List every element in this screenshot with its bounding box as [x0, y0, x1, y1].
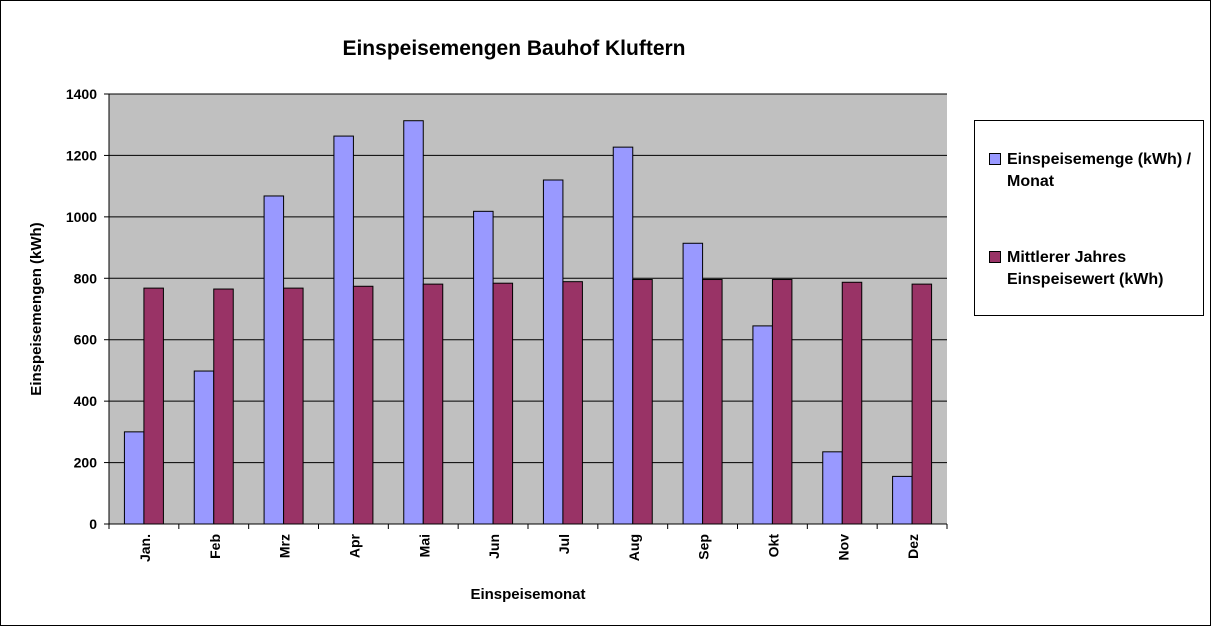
y-tick-label: 800	[74, 270, 98, 286]
y-tick-label: 0	[89, 516, 97, 532]
x-tick-label: Nov	[835, 534, 851, 561]
legend-label-mittlerer-jahres: Mittlerer Jahres Einspeisewert (kWh)	[1007, 249, 1164, 288]
y-tick-label: 600	[74, 332, 98, 348]
bar-mittlerer-nov	[841, 281, 863, 525]
bar-mittlerer-mai	[422, 283, 444, 525]
bar-einspeisemenge-mrz	[263, 195, 285, 525]
x-tick-label: Jan.	[137, 534, 153, 562]
x-tick-label: Mrz	[277, 534, 293, 558]
bar-mittlerer-feb	[213, 288, 234, 525]
x-tick-label: Mai	[416, 534, 432, 557]
y-tick-label: 1000	[66, 209, 97, 225]
x-tick-label: Aug	[626, 534, 642, 561]
y-tick-label: 1400	[66, 86, 97, 102]
bar-einspeisemenge-jun	[473, 210, 494, 525]
bar-mittlerer-aug	[632, 279, 653, 525]
y-axis-label: Einspeisemengen (kWh)	[28, 222, 45, 395]
plot-area	[109, 94, 947, 524]
bar-einspeisemenge-mai	[403, 120, 424, 525]
y-tick-label: 400	[74, 393, 98, 409]
bar-mittlerer-jan	[143, 287, 164, 525]
x-tick-label: Sep	[696, 534, 712, 560]
y-tick-label: 200	[74, 455, 98, 471]
chart-title: Einspeisemengen Bauhof Kluftern	[342, 37, 685, 60]
x-tick-label: Jul	[556, 534, 572, 554]
bar-einspeisemenge-nov	[822, 451, 843, 525]
x-tick-label: Jun	[486, 534, 502, 559]
x-tick-label: Okt	[765, 534, 781, 558]
bar-layer	[123, 120, 933, 525]
legend-label-einspeisemenge: Einspeisemenge (kWh) / Monat	[1007, 151, 1192, 190]
bar-einspeisemenge-okt	[752, 325, 773, 525]
legend-swatch-einspeisemenge	[989, 153, 1001, 165]
bar-mittlerer-dez	[911, 283, 933, 525]
bar-einspeisemenge-dez	[892, 475, 913, 525]
x-tick-label: Apr	[346, 533, 362, 558]
bar-einspeisemenge-feb	[193, 370, 215, 525]
bar-mittlerer-okt	[771, 279, 793, 525]
bar-mittlerer-jul	[562, 281, 583, 525]
x-tick-label: Dez	[905, 534, 921, 559]
bar-mittlerer-sep	[702, 279, 723, 525]
x-tick-label: Feb	[207, 534, 223, 559]
legend-item-mittlerer-jahres: Mittlerer Jahres Einspeisewert (kWh)	[989, 247, 1197, 291]
legend: Einspeisemenge (kWh) / Monat Mittlerer J…	[974, 120, 1204, 316]
bar-mittlerer-mrz	[283, 287, 304, 525]
bar-einspeisemenge-aug	[612, 146, 634, 525]
axes: 0 200 400 600 800 1000 1200 1400 Jan. Feb Mrz Apr Ma…	[66, 86, 948, 562]
legend-swatch-mittlerer-jahres	[989, 251, 1001, 263]
bar-einspeisemenge-apr	[333, 135, 354, 525]
x-axis-label: Einspeisemonat	[470, 586, 585, 603]
bar-mittlerer-apr	[352, 285, 374, 525]
bar-einspeisemenge-jul	[542, 179, 564, 525]
y-tick-label: 1200	[66, 147, 97, 163]
bar-einspeisemenge-sep	[682, 242, 704, 525]
legend-item-einspeisemenge: Einspeisemenge (kWh) / Monat	[989, 149, 1197, 193]
bar-einspeisemenge-jan	[123, 431, 145, 525]
bar-mittlerer-jun	[492, 282, 514, 525]
